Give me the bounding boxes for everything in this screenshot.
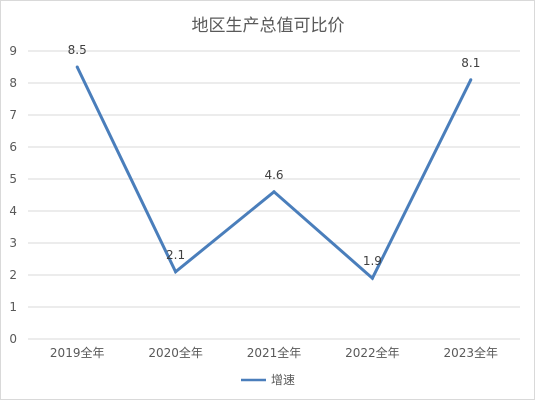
data-label: 8.1 xyxy=(461,56,480,70)
legend: 增速 xyxy=(241,373,295,387)
x-tick-label: 2022全年 xyxy=(345,345,400,360)
data-labels: 8.5 2.1 4.6 1.9 8.1 xyxy=(68,43,481,268)
x-tick-label: 2023全年 xyxy=(444,345,499,360)
y-axis-tick-labels: 0 1 2 3 4 5 6 7 8 9 xyxy=(9,44,17,346)
series-group xyxy=(75,65,473,281)
y-tick-label: 9 xyxy=(9,44,17,58)
gridlines xyxy=(28,50,520,340)
x-tick-label: 2020全年 xyxy=(148,345,203,360)
data-point xyxy=(469,78,473,82)
x-axis-tick-labels: 2019全年 2020全年 2021全年 2022全年 2023全年 xyxy=(50,345,498,360)
y-tick-label: 6 xyxy=(9,140,17,154)
chart-title: 地区生产总值可比价 xyxy=(192,16,345,36)
y-tick-label: 0 xyxy=(9,332,17,346)
data-label: 1.9 xyxy=(363,254,382,268)
y-tick-label: 4 xyxy=(9,204,17,218)
data-point xyxy=(174,270,178,274)
x-tick-label: 2021全年 xyxy=(247,345,302,360)
y-tick-label: 5 xyxy=(9,172,17,186)
data-label: 4.6 xyxy=(264,168,283,182)
y-tick-label: 8 xyxy=(9,76,17,90)
y-tick-label: 7 xyxy=(9,108,17,122)
y-tick-label: 1 xyxy=(9,300,17,314)
x-tick-label: 2019全年 xyxy=(50,345,105,360)
data-label: 8.5 xyxy=(68,43,87,57)
y-tick-label: 3 xyxy=(9,236,17,250)
data-point xyxy=(75,65,79,69)
legend-label: 增速 xyxy=(271,373,295,387)
y-tick-label: 2 xyxy=(9,268,17,282)
data-point xyxy=(370,276,374,280)
data-point xyxy=(272,190,276,194)
data-label: 2.1 xyxy=(166,248,185,262)
